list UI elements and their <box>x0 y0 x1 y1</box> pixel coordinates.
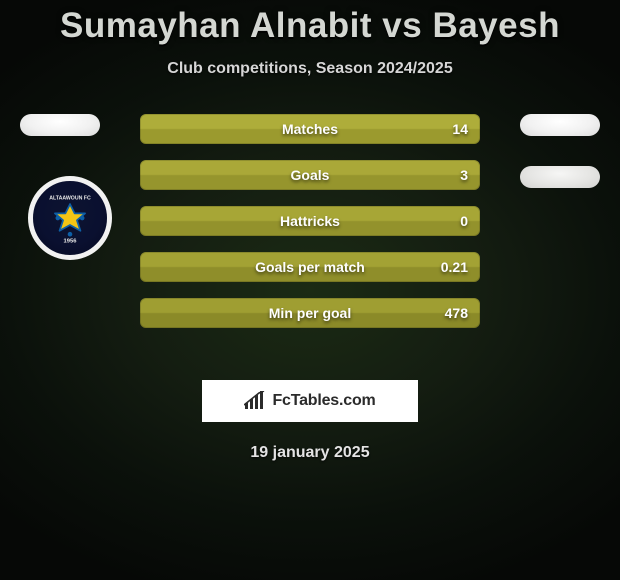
stat-label: Goals per match <box>255 259 365 275</box>
stat-bar: Hattricks 0 <box>140 206 480 236</box>
stat-bar: Goals per match 0.21 <box>140 252 480 282</box>
stat-value: 0 <box>460 213 468 229</box>
infographic-root: Sumayhan Alnabit vs Bayesh Club competit… <box>0 0 620 580</box>
page-title: Sumayhan Alnabit vs Bayesh <box>0 6 620 46</box>
comparison-area: ALTAAWOUN FC 1956 Matches 14 Goals 3 Hattric… <box>0 114 620 354</box>
stat-bars: Matches 14 Goals 3 Hattricks 0 Goals per match… <box>140 114 480 344</box>
brand-box: FcTables.com <box>202 380 418 422</box>
badge-top-text: ALTAAWOUN FC <box>49 195 91 201</box>
badge-year: 1956 <box>64 238 78 244</box>
date-text: 19 january 2025 <box>0 444 620 462</box>
stat-value: 478 <box>445 305 468 321</box>
left-club-badge: ALTAAWOUN FC 1956 <box>28 176 112 260</box>
stat-bar: Min per goal 478 <box>140 298 480 328</box>
stat-label: Hattricks <box>280 213 340 229</box>
stat-value: 3 <box>460 167 468 183</box>
stat-label: Min per goal <box>269 305 351 321</box>
club-crest-icon: ALTAAWOUN FC 1956 <box>41 189 99 247</box>
stat-bar: Matches 14 <box>140 114 480 144</box>
bar-chart-icon <box>244 391 266 411</box>
stat-label: Goals <box>291 167 330 183</box>
right-player-pill-2 <box>520 166 600 188</box>
stat-value: 0.21 <box>441 259 468 275</box>
stat-bar: Goals 3 <box>140 160 480 190</box>
brand-text: FcTables.com <box>272 392 375 410</box>
right-player-pill-1 <box>520 114 600 136</box>
stat-label: Matches <box>282 121 338 137</box>
left-player-pill <box>20 114 100 136</box>
subtitle: Club competitions, Season 2024/2025 <box>0 60 620 78</box>
stat-value: 14 <box>452 121 468 137</box>
